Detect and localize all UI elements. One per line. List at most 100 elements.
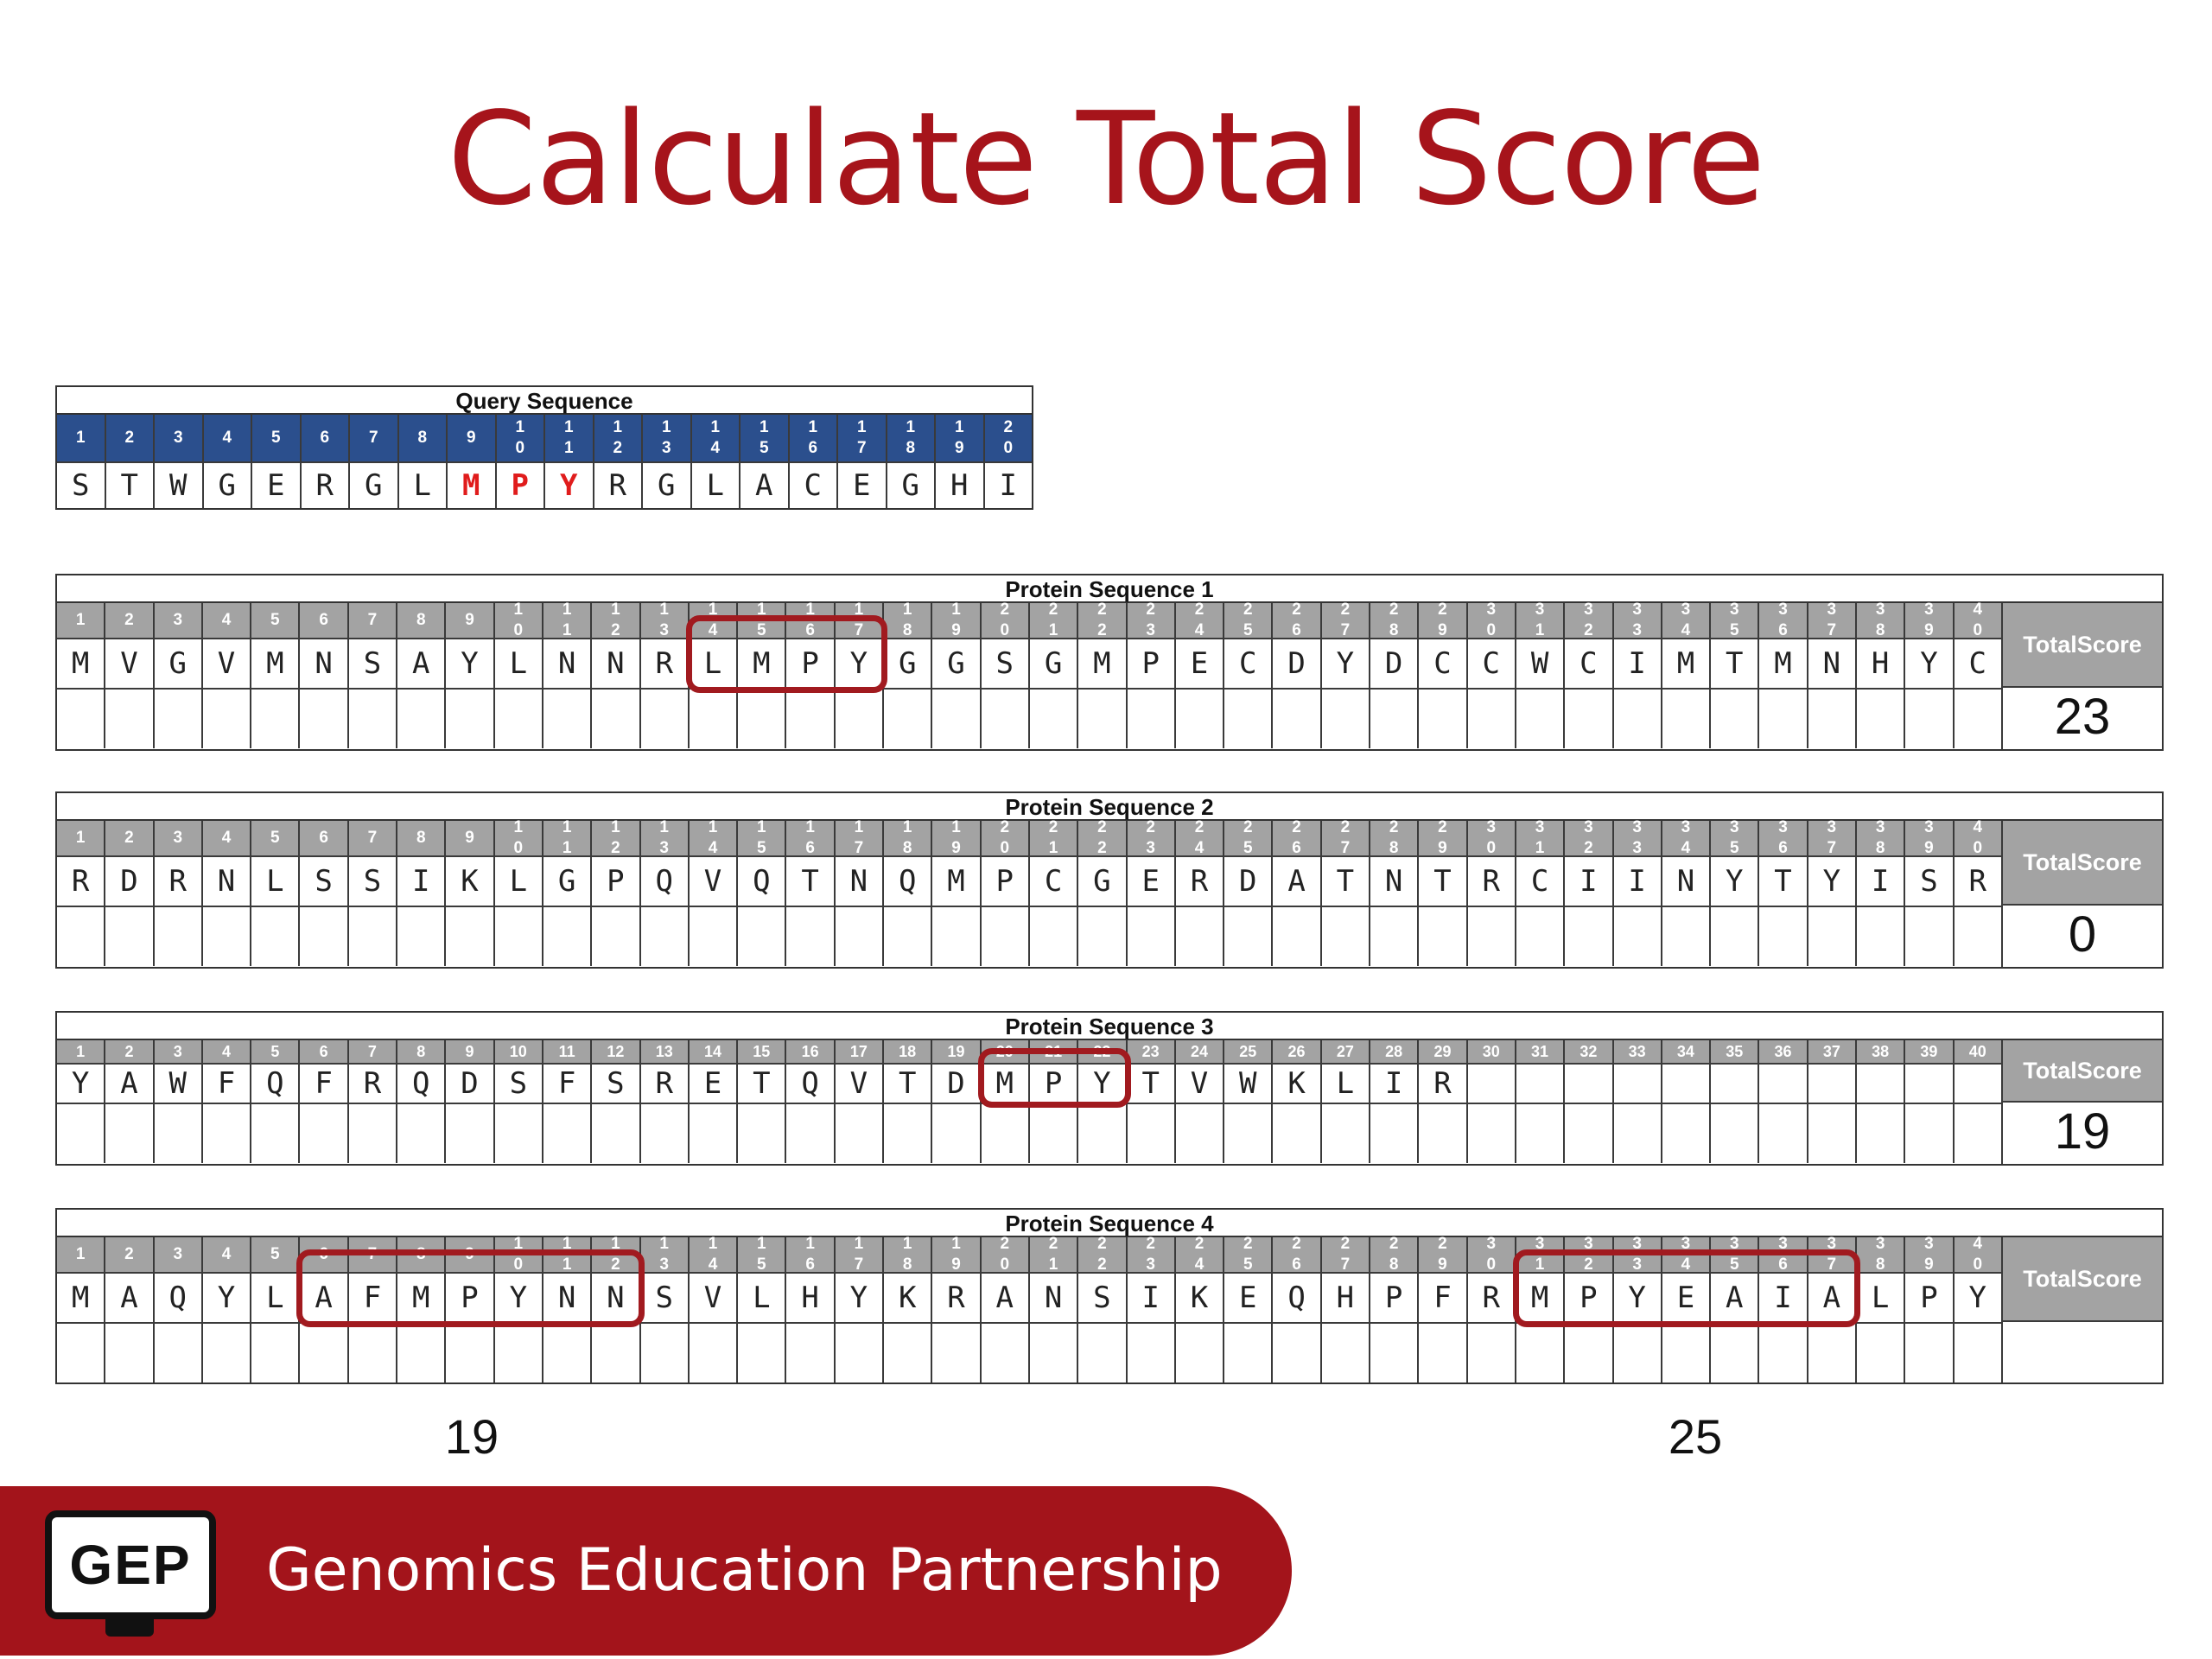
residue-cell: S	[641, 1274, 690, 1322]
residue-cell	[1565, 1065, 1614, 1103]
position-number: 4	[203, 1237, 252, 1272]
empty-cell	[1662, 907, 1712, 966]
residue-cell: Y	[1968, 1281, 1986, 1315]
residue-cell: F	[349, 1274, 398, 1322]
residue-cell: M	[397, 1274, 447, 1322]
residue-cell: R	[932, 1274, 982, 1322]
residue-cell: M	[251, 639, 301, 688]
residue-cell: P	[446, 1274, 495, 1322]
residue-cell: K	[446, 857, 495, 906]
score-entry-row	[57, 1103, 2001, 1163]
position-number: 12	[592, 1040, 641, 1063]
residue-cell: T	[1419, 857, 1468, 906]
residue-cell: Y	[203, 1274, 252, 1322]
residue-cell: P	[592, 857, 641, 906]
empty-cell	[1905, 1104, 1955, 1163]
empty-cell	[105, 907, 155, 966]
empty-cell	[836, 907, 885, 966]
residue-cell: I	[397, 857, 447, 906]
position-number: 24	[1176, 1040, 1225, 1063]
empty-cell	[1224, 1324, 1274, 1382]
query-residue: A	[741, 463, 790, 508]
empty-cell	[690, 907, 739, 966]
empty-cell	[1565, 1324, 1614, 1382]
position-number: 23	[1128, 1040, 1176, 1063]
position-number: 26	[1273, 1040, 1322, 1063]
position-number: 9	[448, 415, 497, 461]
empty-cell	[1078, 1104, 1128, 1163]
empty-cell	[155, 690, 203, 748]
residue-cell: R	[1419, 1065, 1468, 1103]
position-number: 1	[57, 1040, 106, 1063]
residue-cell: R	[641, 639, 690, 688]
empty-cell	[446, 1104, 495, 1163]
residue-cell: Y	[57, 1065, 106, 1103]
empty-cell	[446, 1324, 495, 1382]
query-residue: R	[594, 463, 643, 508]
empty-cell	[349, 1104, 398, 1163]
empty-cell	[1905, 907, 1955, 966]
empty-cell	[1128, 907, 1176, 966]
residue-cell: Q	[251, 1065, 301, 1103]
residue-cell: M	[57, 1274, 106, 1322]
position-number: 4	[203, 1040, 252, 1063]
position-number: 8	[399, 415, 448, 461]
position-number: 5	[251, 821, 301, 855]
empty-cell	[495, 1324, 543, 1382]
empty-cell	[57, 1324, 106, 1382]
residue-cell: S	[1078, 1274, 1128, 1322]
position-number: 9	[446, 821, 495, 855]
score-entry-row	[57, 1322, 2001, 1382]
residue-cell: Q	[786, 1065, 836, 1103]
residue-cell: N	[836, 857, 885, 906]
residue-cell	[1905, 1065, 1955, 1103]
position-number: 6	[300, 603, 349, 638]
residue-cell: L	[738, 1274, 787, 1322]
residue-cell: A	[300, 1274, 349, 1322]
residue-cell	[1711, 1065, 1760, 1103]
residue-cell: C	[1565, 639, 1614, 688]
match-highlight-box	[296, 1249, 645, 1327]
empty-cell	[1905, 690, 1955, 748]
residue-cell: R	[1468, 1274, 1516, 1322]
match-highlight-box	[685, 615, 888, 693]
empty-cell	[300, 907, 349, 966]
residue-cell: P	[982, 857, 1030, 906]
residue-cell: P	[1905, 1274, 1955, 1322]
empty-cell	[251, 907, 301, 966]
residue-cell: W	[155, 1065, 203, 1103]
empty-cell	[203, 690, 252, 748]
residue-cell: I	[1759, 1274, 1808, 1322]
empty-cell	[1322, 690, 1371, 748]
position-number: 38	[1857, 1040, 1906, 1063]
residue-cell: G	[1030, 639, 1079, 688]
query-table-title: Query Sequence	[57, 387, 1032, 415]
query-residue: R	[302, 463, 350, 508]
empty-cell	[1857, 907, 1906, 966]
protein-table-title: Protein Sequence 2	[57, 793, 2162, 821]
empty-cell	[738, 690, 787, 748]
empty-cell	[738, 1104, 787, 1163]
empty-cell	[1662, 1324, 1712, 1382]
empty-cell	[1857, 1104, 1906, 1163]
residue-cell: Q	[641, 857, 690, 906]
empty-cell	[203, 907, 252, 966]
